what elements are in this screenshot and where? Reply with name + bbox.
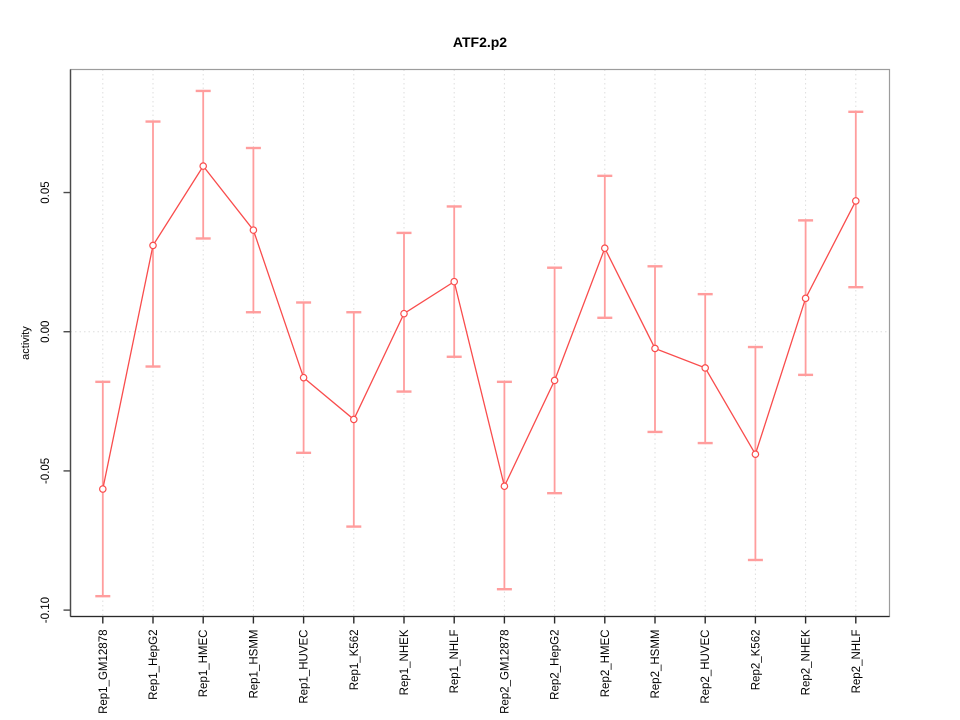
y-tick-label: 0.05 [40, 181, 52, 203]
x-tick-label: Rep2_K562 [750, 630, 762, 691]
data-point-marker [299, 373, 308, 382]
x-tick-label: Rep1_NHEK [399, 629, 411, 695]
data-point-marker [851, 197, 860, 205]
x-tick-label: Rep1_HSMM [248, 630, 260, 699]
plot-box [69, 68, 891, 618]
data-point-marker [801, 294, 810, 303]
data-point-marker [701, 364, 710, 372]
data-point-marker [349, 415, 358, 424]
data-point-marker [550, 376, 559, 385]
data-point-marker [199, 162, 208, 170]
x-tick-label: Rep2_HUVEC [700, 630, 712, 704]
data-point-marker [600, 244, 609, 253]
x-tick-label: Rep1_K562 [349, 630, 361, 691]
y-tick-label: -0.10 [40, 597, 52, 623]
x-tick-label: Rep2_HSMM [650, 630, 662, 699]
y-axis-title: activity [20, 326, 32, 360]
x-tick-label: Rep1_GM12878 [98, 630, 110, 714]
data-point-marker [99, 485, 107, 493]
data-point-marker [500, 482, 509, 491]
data-point-marker [751, 450, 760, 459]
data-point-marker [400, 309, 408, 318]
y-tick-label: 0.00 [40, 321, 52, 343]
x-tick-label: Rep1_HUVEC [299, 630, 311, 704]
x-tick-label: Rep2_NHEK [801, 629, 813, 695]
x-tick-label: Rep2_HepG2 [550, 630, 562, 700]
data-point-marker [149, 241, 157, 250]
data-point-marker [651, 344, 659, 353]
y-tick-label: -0.05 [40, 458, 52, 484]
x-tick-label: Rep2_GM12878 [499, 630, 511, 714]
data-point-marker [249, 226, 258, 234]
x-tick-label: Rep1_HepG2 [148, 630, 160, 700]
x-tick-label: Rep1_NHLF [449, 630, 461, 694]
x-tick-label: Rep2_NHLF [851, 630, 863, 694]
x-tick-label: Rep2_HMEC [600, 630, 612, 698]
x-tick-label: Rep1_HMEC [198, 630, 210, 698]
series-line [102, 164, 857, 490]
chart-title: ATF2.p2 [452, 34, 508, 50]
data-point-marker [450, 277, 459, 286]
